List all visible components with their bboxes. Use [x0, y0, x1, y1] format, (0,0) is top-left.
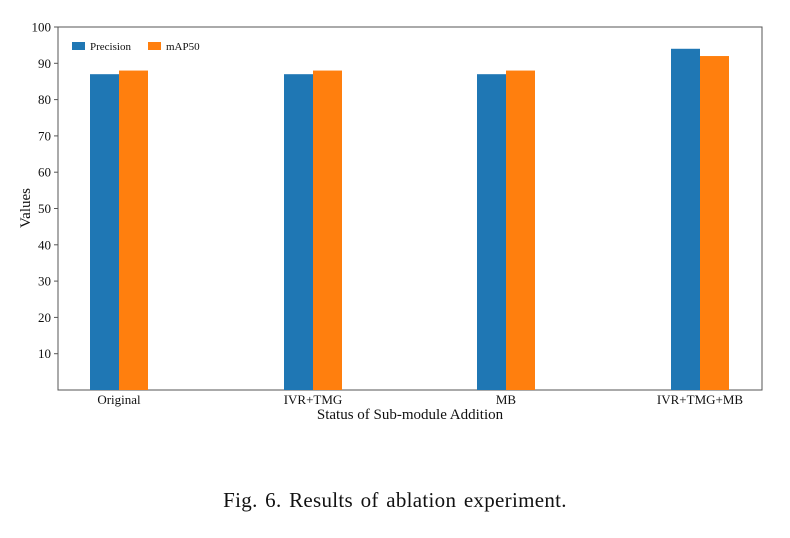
bar-chart: 10 20 30 40 50 60 70 80 90 100 Original IVR+TMG MB I…: [18, 20, 763, 423]
legend-swatch-precision: [72, 42, 85, 50]
y-tick-label: 60: [38, 165, 51, 180]
figure-caption: Fig. 6. Results of ablation experiment.: [223, 488, 567, 512]
legend-swatch-map50: [148, 42, 161, 50]
bar-precision-original: [90, 74, 119, 390]
bar-precision-ivr-tmg: [284, 74, 313, 390]
legend: Precision mAP50: [72, 41, 200, 53]
y-tick-label: 20: [38, 310, 51, 325]
bar-map50-ivr-tmg: [313, 70, 342, 390]
x-tick-label: IVR+TMG: [284, 392, 343, 407]
bar-map50-ivr-tmg-mb: [700, 56, 729, 390]
x-axis-label: Status of Sub-module Addition: [317, 407, 504, 423]
bars-group: [90, 48, 729, 390]
y-tick-label: 70: [38, 128, 51, 143]
bar-precision-ivr-tmg-mb: [671, 48, 700, 390]
y-tick-label: 30: [38, 274, 51, 289]
x-tick-label: MB: [496, 392, 517, 407]
y-tick-label: 40: [38, 237, 51, 252]
x-tick-label: Original: [97, 392, 141, 407]
bar-precision-mb: [477, 74, 506, 390]
bar-map50-mb: [506, 70, 535, 390]
y-tick-label: 10: [38, 346, 51, 361]
x-tick-label: IVR+TMG+MB: [657, 392, 743, 407]
y-tick-label: 90: [38, 56, 51, 71]
legend-label-precision: Precision: [90, 41, 131, 53]
y-axis-ticks: 10 20 30 40 50 60 70 80 90 100: [32, 20, 58, 361]
x-axis-ticks: Original IVR+TMG MB IVR+TMG+MB: [97, 392, 743, 407]
bar-map50-original: [119, 70, 148, 390]
y-axis-label: Values: [18, 188, 34, 228]
y-tick-label: 50: [38, 201, 51, 216]
plot-frame: [57, 26, 763, 391]
y-tick-label: 80: [38, 92, 51, 107]
legend-label-map50: mAP50: [166, 41, 200, 53]
y-tick-label: 100: [32, 20, 52, 35]
